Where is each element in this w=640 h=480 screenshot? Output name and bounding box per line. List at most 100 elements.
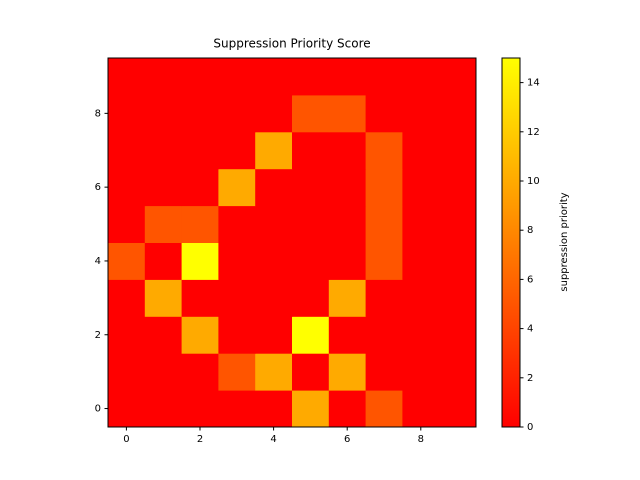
heatmap-cell [439, 58, 477, 96]
heatmap-cell [255, 242, 293, 280]
heatmap-cell [144, 279, 183, 317]
heatmap-cell [181, 58, 219, 96]
heatmap-cell [439, 94, 477, 133]
heatmap-cell [218, 131, 256, 170]
heatmap-cell [328, 94, 367, 133]
heatmap-cell [144, 94, 183, 133]
heatmap-cell [439, 390, 477, 428]
heatmap-cell [439, 205, 477, 243]
heatmap-cell [255, 353, 293, 391]
heatmap-cell [108, 390, 146, 428]
heatmap-cell [365, 242, 403, 280]
x-tick-label: 2 [197, 434, 203, 445]
heatmap-cell [292, 58, 330, 96]
heatmap-cell [108, 242, 146, 280]
heatmap-cell [328, 205, 367, 243]
heatmap-cell [328, 242, 367, 280]
y-tick-label: 8 [95, 108, 101, 119]
colorbar-tick-label: 4 [527, 324, 533, 335]
heatmap-cell [402, 242, 440, 280]
heatmap-cell [181, 279, 219, 317]
x-tick-label: 6 [344, 434, 350, 445]
heatmap-cell [402, 168, 440, 207]
x-tick-label: 4 [270, 434, 276, 445]
heatmap-cell [144, 316, 183, 354]
colorbar-tick-label: 12 [527, 127, 540, 138]
heatmap-cell [218, 242, 256, 280]
heatmap-cell [144, 58, 183, 96]
heatmap-cell [218, 353, 256, 391]
heatmap-cell [402, 94, 440, 133]
heatmap-cell [181, 353, 219, 391]
colorbar [501, 57, 521, 428]
heatmap-cell [402, 390, 440, 428]
y-tick-label: 4 [95, 256, 101, 267]
heatmap-cell [181, 390, 219, 428]
heatmap-cell [439, 353, 477, 391]
heatmap-cells [108, 58, 477, 428]
heatmap-cell [218, 58, 256, 96]
x-tick-label: 0 [123, 434, 129, 445]
heatmap-cell [144, 168, 183, 207]
x-tick-label: 8 [418, 434, 424, 445]
heatmap-cell [328, 131, 367, 170]
heatmap-cell [292, 131, 330, 170]
colorbar-tick-label: 8 [527, 225, 533, 236]
heatmap-cell [255, 316, 293, 354]
heatmap-cell [218, 205, 256, 243]
heatmap-cell [144, 353, 183, 391]
heatmap-cell [402, 131, 440, 170]
heatmap-cell [108, 279, 146, 317]
heatmap-cell [255, 58, 293, 96]
heatmap-cell [181, 131, 219, 170]
y-tick-label: 0 [95, 404, 101, 415]
heatmap-cell [144, 390, 183, 428]
heatmap-cell [108, 205, 146, 243]
heatmap-cell [292, 242, 330, 280]
heatmap-cell [365, 58, 403, 96]
heatmap-cell [365, 316, 403, 354]
heatmap-cell [439, 131, 477, 170]
heatmap-cell [439, 316, 477, 354]
heatmap-cell [181, 94, 219, 133]
heatmap-cell [108, 94, 146, 133]
heatmap-cell [218, 168, 256, 207]
heatmap-cell [365, 131, 403, 170]
heatmap-cell [402, 205, 440, 243]
heatmap-cell [144, 205, 183, 243]
heatmap-cell [255, 279, 293, 317]
heatmap-cell [108, 131, 146, 170]
heatmap-cell [365, 279, 403, 317]
heatmap-cell [144, 242, 183, 280]
heatmap-cell [328, 168, 367, 207]
heatmap-cell [292, 316, 330, 354]
y-tick-label: 6 [95, 182, 101, 193]
heatmap-cell [328, 279, 367, 317]
chart-title: Suppression Priority Score [213, 37, 370, 51]
axes-frame [107, 57, 477, 428]
heatmap-cell [181, 242, 219, 280]
heatmap-cell [181, 205, 219, 243]
heatmap-cell [255, 94, 293, 133]
heatmap-cell [365, 353, 403, 391]
colorbar-label: suppression priority [559, 192, 570, 291]
heatmap-cell [439, 168, 477, 207]
heatmap-cell [328, 353, 367, 391]
heatmap-cell [108, 58, 146, 96]
heatmap-cell [144, 131, 183, 170]
heatmap-cell [439, 279, 477, 317]
heatmap-cell [328, 390, 367, 428]
heatmap-cell [255, 390, 293, 428]
heatmap-cell [365, 168, 403, 207]
heatmap-cell [439, 242, 477, 280]
heatmap-cell [402, 353, 440, 391]
heatmap-cell [255, 131, 293, 170]
heatmap-cell [402, 58, 440, 96]
heatmap-cell [328, 58, 367, 96]
heatmap-cell [292, 390, 330, 428]
colorbar-tick-label: 0 [527, 422, 533, 433]
heatmap-cell [402, 279, 440, 317]
colorbar-tick-label: 14 [527, 78, 540, 89]
heatmap-cell [365, 205, 403, 243]
